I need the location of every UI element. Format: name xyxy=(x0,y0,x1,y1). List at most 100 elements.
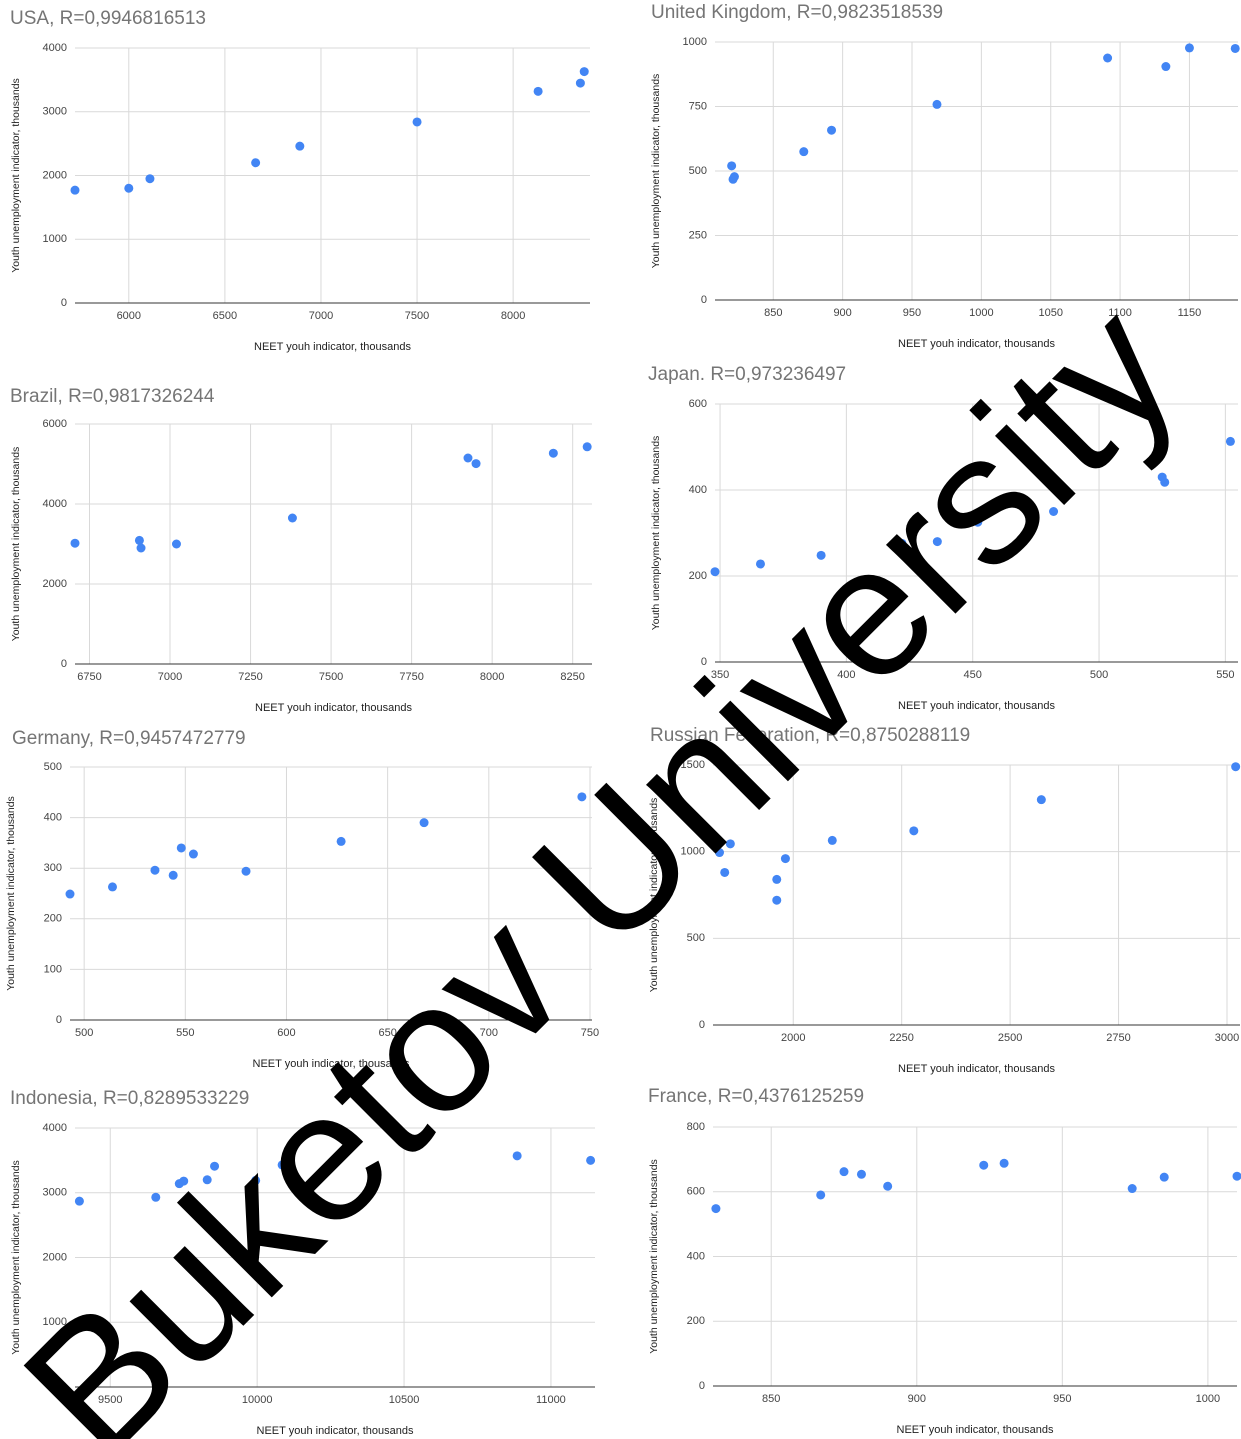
data-point xyxy=(70,538,80,548)
data-point xyxy=(107,882,117,892)
x-axis-label: NEET youh indicator, thousands xyxy=(898,700,1055,712)
data-point xyxy=(1103,53,1113,63)
y-tick-label: 4000 xyxy=(43,42,67,54)
chart-title: Indonesia, R=0,8289533229 xyxy=(10,1088,249,1109)
y-tick-label: 300 xyxy=(44,862,62,874)
x-tick-label: 1100 xyxy=(1108,307,1132,319)
x-tick-label: 550 xyxy=(176,1027,194,1039)
y-tick-label: 0 xyxy=(701,656,707,668)
y-tick-label: 2000 xyxy=(43,169,67,181)
data-point xyxy=(134,535,144,545)
x-tick-label: 500 xyxy=(75,1027,93,1039)
data-point xyxy=(512,1151,522,1161)
x-tick-label: 450 xyxy=(964,669,982,681)
y-tick-label: 0 xyxy=(56,1014,62,1026)
y-axis-label: Youth unemployment indicator, thousands xyxy=(10,78,22,273)
data-point xyxy=(1232,1171,1241,1181)
data-point xyxy=(979,1160,989,1170)
x-tick-label: 2500 xyxy=(998,1032,1022,1044)
y-tick-label: 800 xyxy=(687,1121,705,1133)
x-axis-label: NEET youh indicator, thousands xyxy=(257,1425,414,1437)
data-point xyxy=(463,453,473,463)
data-point xyxy=(579,67,589,77)
data-point xyxy=(533,86,543,96)
x-tick-label: 400 xyxy=(837,669,855,681)
x-tick-label: 10000 xyxy=(242,1394,273,1406)
data-point xyxy=(251,158,261,168)
y-tick-label: 1000 xyxy=(681,846,705,858)
x-tick-label: 950 xyxy=(1053,1393,1071,1405)
data-point xyxy=(772,874,782,884)
data-point xyxy=(999,1158,1009,1168)
y-tick-label: 0 xyxy=(701,294,707,306)
data-point xyxy=(176,843,186,853)
x-tick-label: 7250 xyxy=(238,671,262,683)
x-tick-label: 7500 xyxy=(405,310,429,322)
x-tick-label: 1150 xyxy=(1178,307,1202,319)
x-tick-label: 900 xyxy=(833,307,851,319)
data-point xyxy=(287,513,297,523)
x-tick-label: 7000 xyxy=(309,310,333,322)
y-tick-label: 750 xyxy=(689,100,707,112)
scatter-chart: Brazil, R=0,9817326244 0 2000 4000 6000 6750 7… xyxy=(10,386,592,714)
data-point xyxy=(582,442,592,452)
y-tick-label: 250 xyxy=(689,229,707,241)
chart-title: Brazil, R=0,9817326244 xyxy=(10,386,215,407)
data-point xyxy=(816,550,826,560)
data-point xyxy=(251,1175,261,1185)
data-point xyxy=(1127,1184,1137,1194)
data-point xyxy=(897,538,907,548)
y-tick-label: 4000 xyxy=(43,498,67,510)
x-tick-label: 900 xyxy=(908,1393,926,1405)
x-tick-label: 6500 xyxy=(213,310,237,322)
data-point xyxy=(1049,507,1059,516)
data-point xyxy=(419,818,429,828)
x-tick-label: 600 xyxy=(277,1027,295,1039)
y-tick-label: 500 xyxy=(44,761,62,773)
scatter-chart: USA, R=0,9946816513 0 1000 2000 3000 4000 6000… xyxy=(10,8,590,353)
y-tick-label: 400 xyxy=(687,1250,705,1262)
x-tick-label: 7750 xyxy=(399,671,423,683)
data-point xyxy=(780,854,790,864)
data-point xyxy=(575,78,585,88)
chart-title: USA, R=0,9946816513 xyxy=(10,8,206,29)
data-point xyxy=(145,174,155,184)
data-point xyxy=(1184,43,1194,53)
data-point xyxy=(715,848,725,858)
data-point xyxy=(1036,795,1046,805)
y-axis-label: Youth unemployment indicator, thousands xyxy=(5,796,17,991)
x-tick-label: 8000 xyxy=(501,310,525,322)
y-tick-label: 3000 xyxy=(43,1187,67,1199)
data-point xyxy=(728,174,738,184)
data-point xyxy=(725,839,735,849)
data-point xyxy=(710,567,720,577)
data-point xyxy=(1159,1172,1169,1182)
y-tick-label: 600 xyxy=(689,398,707,410)
x-tick-label: 3000 xyxy=(1215,1032,1239,1044)
y-axis-label: Youth unemployment indicator, thousands xyxy=(10,1160,22,1355)
x-axis-label: NEET youh indicator, thousands xyxy=(253,1058,410,1070)
x-axis-label: NEET youh indicator, thousands xyxy=(255,702,412,714)
y-tick-label: 1000 xyxy=(683,36,707,48)
chart-title: United Kingdom, R=0,9823518539 xyxy=(651,2,943,23)
y-tick-label: 400 xyxy=(44,812,62,824)
y-tick-label: 200 xyxy=(689,570,707,582)
data-point xyxy=(755,559,765,569)
x-tick-label: 650 xyxy=(378,1027,396,1039)
scatter-chart: Russian Federation, R=0,8750288119 0 500 10… xyxy=(648,725,1241,1075)
x-tick-label: 850 xyxy=(762,1393,780,1405)
x-tick-label: 6000 xyxy=(117,310,141,322)
data-point xyxy=(932,99,942,109)
data-point xyxy=(932,537,942,547)
data-point xyxy=(65,889,75,899)
x-tick-label: 9500 xyxy=(98,1394,122,1406)
data-point xyxy=(973,517,983,527)
data-point xyxy=(412,117,422,127)
chart-title: Germany, R=0,9457472779 xyxy=(12,728,246,749)
y-tick-label: 1500 xyxy=(681,759,705,771)
data-point xyxy=(336,836,346,846)
y-tick-label: 0 xyxy=(61,297,67,309)
data-point xyxy=(1230,43,1240,53)
y-tick-label: 0 xyxy=(61,658,67,670)
x-tick-label: 850 xyxy=(764,307,782,319)
